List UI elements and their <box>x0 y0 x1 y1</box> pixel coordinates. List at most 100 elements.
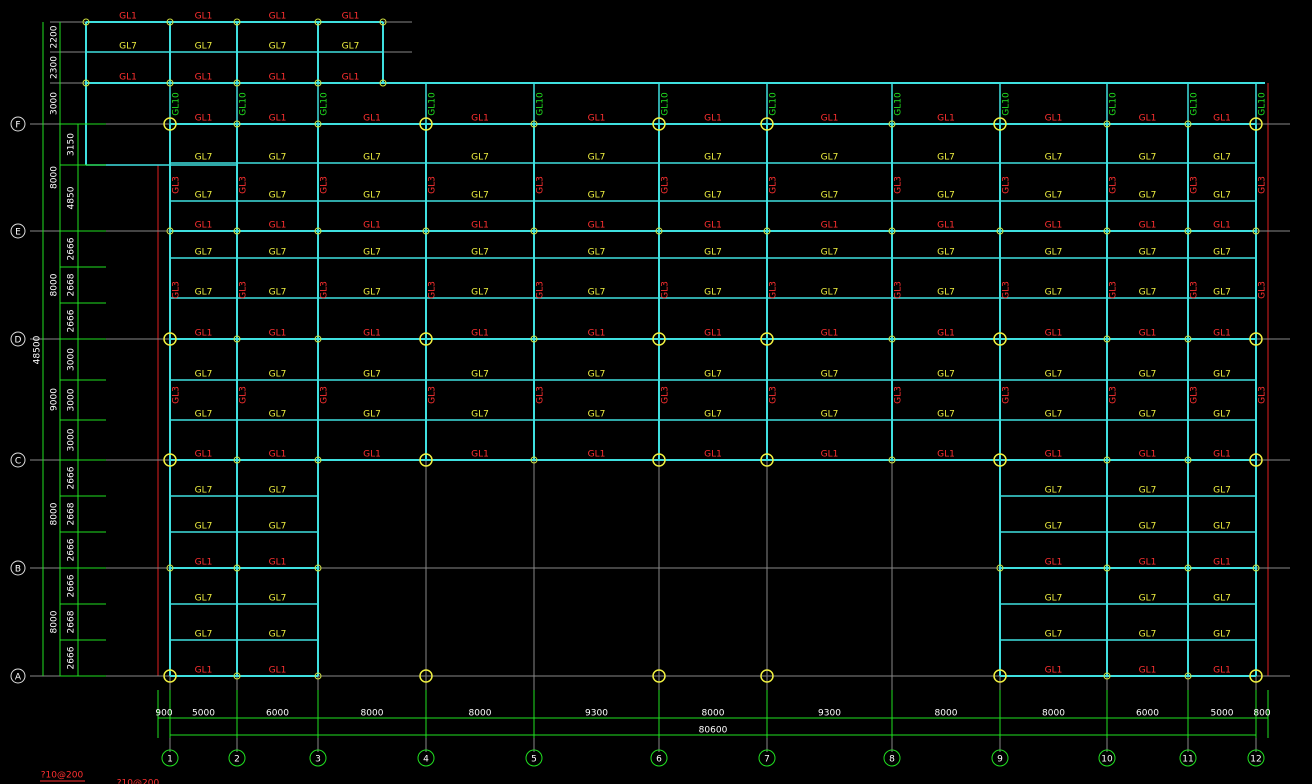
beam-label: GL1 <box>704 450 722 460</box>
beam-label: GL3 <box>1002 176 1012 194</box>
beam-label: GL7 <box>1045 153 1063 163</box>
beam-label: GL1 <box>363 329 381 339</box>
beam-label: GL10 <box>769 92 779 116</box>
beam-label: GL7 <box>195 248 213 258</box>
axis-label: C <box>15 457 21 467</box>
beam-label: GL1 <box>363 221 381 231</box>
beam-label: GL7 <box>1045 594 1063 604</box>
dimension-text: 2668 <box>67 610 77 633</box>
column <box>760 117 774 131</box>
column <box>419 117 433 131</box>
dimension-text: 2666 <box>67 309 77 332</box>
beam-label: GL1 <box>471 221 489 231</box>
dimension-text: 2300 <box>50 56 60 79</box>
column <box>530 120 538 128</box>
beam-label: GL3 <box>1109 281 1119 299</box>
beam-label: GL7 <box>269 370 287 380</box>
beam-label: GL3 <box>1109 386 1119 404</box>
beam-label: GL7 <box>588 248 606 258</box>
dimension-text: 80600 <box>699 726 728 736</box>
column <box>1103 120 1111 128</box>
beam-label: GL3 <box>172 386 182 404</box>
beam-label: GL7 <box>588 153 606 163</box>
beam-label: GL1 <box>821 114 839 124</box>
beam-label: GL7 <box>821 410 839 420</box>
column <box>163 332 177 346</box>
beam-label: GL1 <box>821 221 839 231</box>
beam-label: GL7 <box>471 288 489 298</box>
dimension-text: 2666 <box>67 646 77 669</box>
dimension-text: 2666 <box>67 574 77 597</box>
column <box>379 79 387 87</box>
column <box>233 79 241 87</box>
axis-label: A <box>15 673 22 683</box>
column <box>233 456 241 464</box>
column <box>314 120 322 128</box>
beam-label: GL10 <box>1109 92 1119 116</box>
beam-label: GL7 <box>363 410 381 420</box>
beam-label: GL1 <box>1139 221 1157 231</box>
column <box>1103 564 1111 572</box>
column <box>163 669 177 683</box>
dimension-text: 2666 <box>67 538 77 561</box>
column <box>993 117 1007 131</box>
column <box>996 227 1004 235</box>
column <box>1249 117 1263 131</box>
beam-label: GL1 <box>471 114 489 124</box>
beam-label: GL1 <box>937 329 955 339</box>
beam-label: GL7 <box>937 370 955 380</box>
beam-label: GL1 <box>588 114 606 124</box>
dimension-text: 5000 <box>1211 709 1234 719</box>
dimension-text: 8000 <box>935 709 958 719</box>
beam-label: GL7 <box>1213 594 1231 604</box>
beam-label: GL7 <box>821 288 839 298</box>
beam-label: GL7 <box>119 42 137 52</box>
column <box>163 453 177 467</box>
beam-label: GL7 <box>471 153 489 163</box>
beam-label: GL1 <box>1139 329 1157 339</box>
dimension-text: 8000 <box>50 273 60 296</box>
note: ?10@200 <box>117 779 160 784</box>
dimension-text: 2668 <box>67 273 77 296</box>
beam-label: GL7 <box>704 288 722 298</box>
beam-label: GL1 <box>342 73 360 83</box>
column <box>888 456 896 464</box>
beam-label: GL7 <box>363 191 381 201</box>
beam-label: GL7 <box>195 410 213 420</box>
column <box>1249 669 1263 683</box>
column <box>419 669 433 683</box>
dimension-text: 9300 <box>818 709 841 719</box>
column <box>233 227 241 235</box>
beam-label: GL7 <box>363 153 381 163</box>
beam-label: GL7 <box>1213 248 1231 258</box>
axis-label: 1 <box>167 755 173 765</box>
beam-label: GL7 <box>821 248 839 258</box>
beam-label: GL3 <box>536 176 546 194</box>
column <box>993 669 1007 683</box>
beam-label: GL3 <box>1002 281 1012 299</box>
column <box>760 453 774 467</box>
beam-label: GL1 <box>195 114 213 124</box>
column <box>652 332 666 346</box>
beam-label: GL1 <box>269 558 287 568</box>
beam-label: GL3 <box>661 386 671 404</box>
beam-label: GL7 <box>195 370 213 380</box>
beam-label: GL1 <box>1213 221 1231 231</box>
column <box>314 672 322 680</box>
beam-label: GL1 <box>937 450 955 460</box>
beam-label: GL7 <box>588 410 606 420</box>
axis-bubble <box>1247 749 1265 767</box>
beam-label: GL1 <box>269 329 287 339</box>
beam-label: GL3 <box>320 176 330 194</box>
beam-label: GL3 <box>239 386 249 404</box>
beam-label: GL1 <box>269 450 287 460</box>
column <box>314 227 322 235</box>
axis-bubble <box>10 116 26 132</box>
beam-label: GL1 <box>119 12 137 22</box>
beam-label: GL1 <box>1045 666 1063 676</box>
beam-label: GL3 <box>1190 176 1200 194</box>
dimension-text: 8000 <box>469 709 492 719</box>
dimension-text: 48500 <box>33 335 43 364</box>
dimension-text: 3000 <box>67 348 77 371</box>
beam-label: GL3 <box>1190 386 1200 404</box>
